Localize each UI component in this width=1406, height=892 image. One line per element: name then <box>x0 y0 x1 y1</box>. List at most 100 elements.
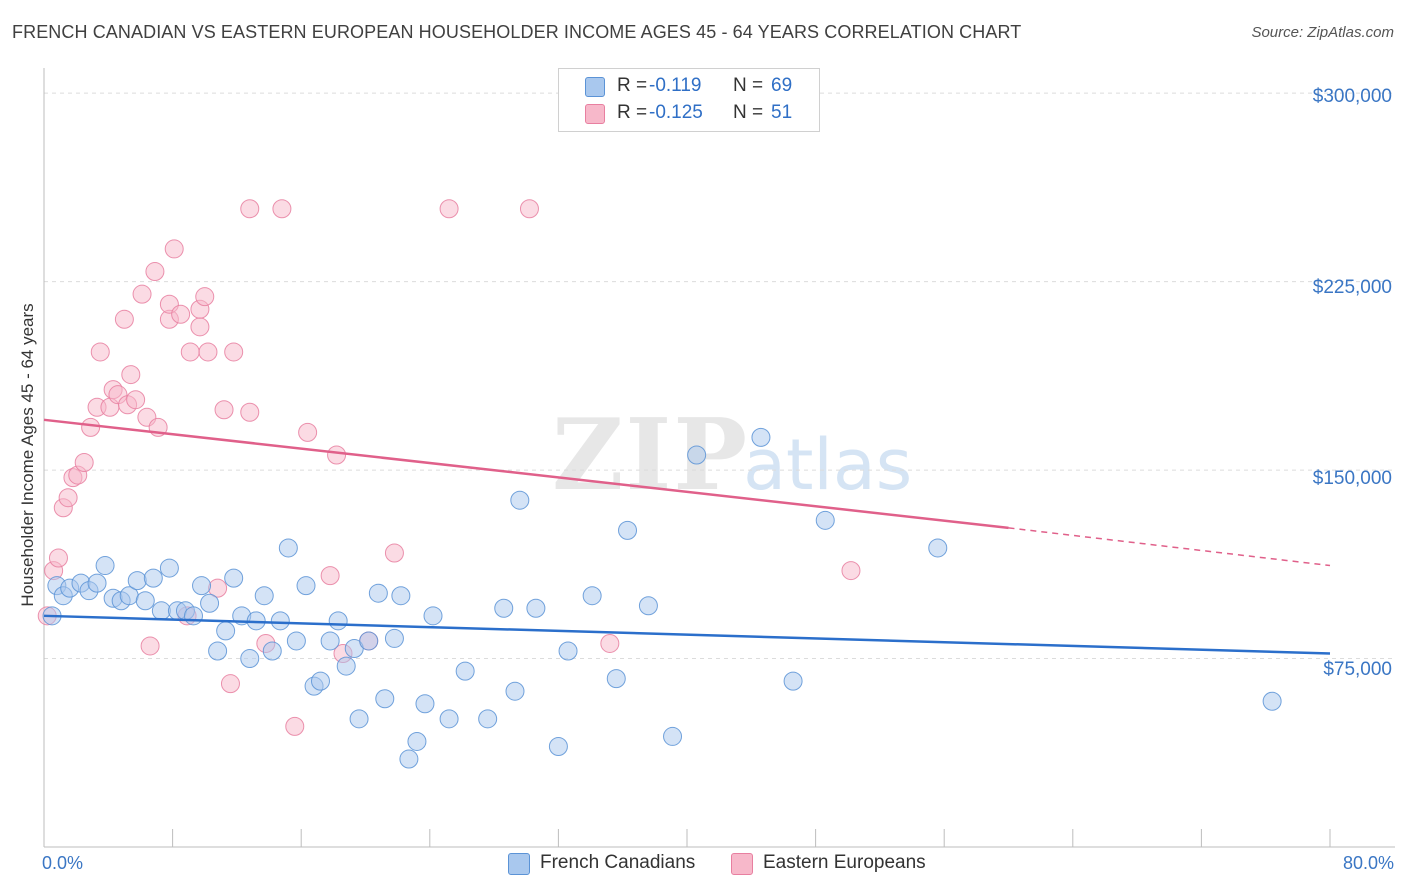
french-canadian-point <box>439 709 459 729</box>
french-canadian-point <box>558 641 578 661</box>
french-canadian-point <box>296 576 316 596</box>
eastern-european-point <box>126 390 146 410</box>
french-canadian-point <box>638 596 658 616</box>
legend-label-french: French Canadians <box>540 852 696 873</box>
french-canadian-point <box>663 726 683 746</box>
eastern-european-point <box>285 716 305 736</box>
french-canadian-point <box>606 669 626 689</box>
french-canadian-points <box>42 427 1282 769</box>
eastern-european-point <box>198 342 218 362</box>
legend-swatch-eastern <box>731 853 753 875</box>
eastern-european-point <box>121 365 141 385</box>
legend-swatch-eastern <box>585 104 605 124</box>
legend-r-label: R = <box>617 102 648 123</box>
french-canadian-point <box>159 558 179 578</box>
french-canadian-point <box>127 571 147 591</box>
eastern-european-point <box>600 633 620 653</box>
french-canadian-point <box>328 611 348 631</box>
eastern-european-point <box>384 543 404 563</box>
legend-n-value: 69 <box>771 75 793 96</box>
eastern-european-point <box>81 417 101 437</box>
french-canadian-point <box>192 576 212 596</box>
french-canadian-point <box>310 671 330 691</box>
french-canadian-point <box>278 538 298 558</box>
french-canadian-point <box>618 520 638 540</box>
french-canadian-point <box>254 586 274 606</box>
french-canadian-point <box>270 611 290 631</box>
eastern-european-trend-line <box>43 418 1009 530</box>
eastern-european-point <box>327 445 347 465</box>
legend-n-label: N = <box>733 75 764 96</box>
eastern-european-points <box>37 199 861 736</box>
eastern-european-point <box>214 400 234 420</box>
eastern-european-point <box>439 199 459 219</box>
french-canadian-point <box>349 709 369 729</box>
eastern-european-point <box>240 402 260 422</box>
legend-r-label: R = <box>617 75 648 96</box>
legend-n-label: N = <box>733 102 764 123</box>
legend-swatch-french <box>585 77 605 97</box>
eastern-european-point <box>272 199 292 219</box>
french-canadian-point <box>320 631 340 651</box>
eastern-european-point <box>195 287 215 307</box>
legend-r-value: -0.119 <box>649 75 702 96</box>
eastern-european-point <box>145 262 165 282</box>
french-canadian-point <box>455 661 475 681</box>
french-canadian-point <box>478 709 498 729</box>
legend-swatch-french <box>508 853 530 875</box>
eastern-european-point <box>190 317 210 337</box>
x-tick-max: 80.0% <box>1342 853 1394 873</box>
french-canadian-point <box>548 736 568 756</box>
eastern-european-point <box>58 488 78 508</box>
french-canadian-point <box>399 749 419 769</box>
eastern-european-point <box>519 199 539 219</box>
eastern-european-point <box>224 342 244 362</box>
eastern-european-point <box>171 304 191 324</box>
eastern-european-point <box>132 284 152 304</box>
french-canadian-point <box>494 598 514 618</box>
french-canadian-point <box>336 656 356 676</box>
french-canadian-point <box>751 427 771 447</box>
source-credit: Source: ZipAtlas.com <box>1251 24 1394 41</box>
eastern-european-point <box>180 342 200 362</box>
french-canadian-point <box>359 631 379 651</box>
french-canadian-point <box>391 586 411 606</box>
legend-n-value: 51 <box>771 102 793 123</box>
french-canadian-point <box>368 583 388 603</box>
y-tick-label: $75,000 <box>1323 659 1392 680</box>
eastern-european-point <box>320 566 340 586</box>
french-canadian-point <box>415 694 435 714</box>
french-canadian-point <box>262 641 282 661</box>
french-canadian-point <box>224 568 244 588</box>
x-tick-min: 0.0% <box>42 853 84 873</box>
french-canadian-point <box>143 568 163 588</box>
grid-lines <box>44 92 1395 660</box>
legend-label-eastern: Eastern Europeans <box>763 852 926 873</box>
trend-lines <box>43 418 1331 655</box>
eastern-european-point <box>841 561 861 581</box>
y-tick-label: $225,000 <box>1312 277 1392 298</box>
eastern-european-point <box>240 199 260 219</box>
y-axis-label: Householder Income Ages 45 - 64 years <box>18 303 37 607</box>
eastern-european-point <box>220 674 240 694</box>
french-canadian-point <box>510 490 530 510</box>
french-canadian-point <box>87 573 107 593</box>
french-canadian-point <box>240 649 260 669</box>
french-canadian-point <box>407 731 427 751</box>
french-canadian-point <box>687 445 707 465</box>
axes <box>43 68 1395 848</box>
french-canadian-point <box>384 628 404 648</box>
eastern-european-point <box>164 239 184 259</box>
french-canadian-point <box>928 538 948 558</box>
eastern-european-point <box>90 342 110 362</box>
legend-r-value: -0.125 <box>649 102 703 123</box>
french-canadian-point <box>208 641 228 661</box>
eastern-european-point <box>298 422 318 442</box>
french-canadian-point <box>216 621 236 641</box>
french-canadian-point <box>286 631 306 651</box>
watermark-atlas: atlas <box>743 424 913 506</box>
french-canadian-point <box>582 586 602 606</box>
french-canadian-point <box>151 601 171 621</box>
french-canadian-point <box>423 606 443 626</box>
